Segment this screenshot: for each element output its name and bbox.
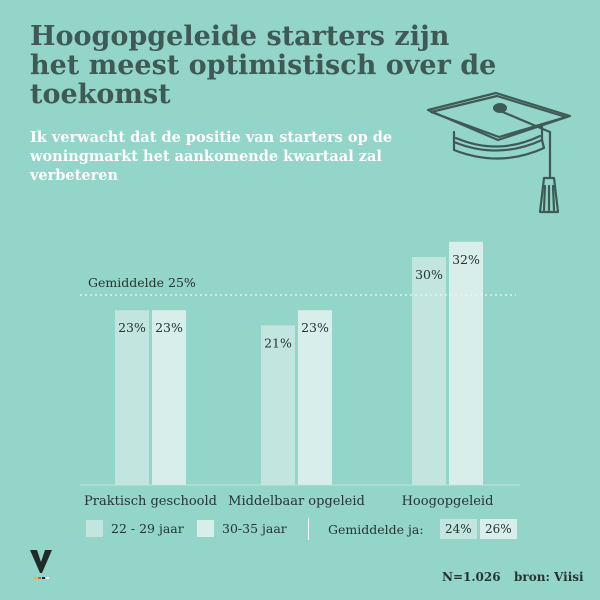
bar-3-series-1 <box>412 257 446 485</box>
category-label-2: Middelbaar opgeleid <box>228 494 365 509</box>
category-labels: Praktisch geschoold Middelbaar opgeleid Ho… <box>84 494 493 509</box>
value-label-2-series-2: 23% <box>301 320 329 335</box>
chart-subtitle: Ik verwacht dat de positie van starters … <box>30 129 393 184</box>
legend-label-22-29: 22 - 29 jaar <box>111 521 184 536</box>
bars <box>115 241 483 485</box>
legend-swatch-30-35 <box>197 520 214 537</box>
chart-title: Hoogopgeleide starters zijn het meest op… <box>30 21 497 110</box>
average-22-29: 24% <box>440 519 477 539</box>
legend-swatch-22-29 <box>86 520 103 537</box>
category-label-1: Praktisch geschoold <box>84 494 217 509</box>
average-30-35: 26% <box>480 519 517 539</box>
sample-size: N=1.026 <box>442 570 501 584</box>
value-labels: 23% 23% 21% 23% 30% 32% <box>118 252 480 351</box>
value-label-3-series-1: 30% <box>415 267 443 282</box>
bar-1-series-2 <box>152 310 186 485</box>
bar-2-series-1 <box>261 325 295 485</box>
legend-item-30-35: 30-35 jaar <box>197 520 287 537</box>
value-label-3-series-2: 32% <box>452 252 480 267</box>
category-label-3: Hoogopgeleid <box>402 494 494 509</box>
value-label-1-series-2: 23% <box>155 320 183 335</box>
average-reference-label: Gemiddelde 25% <box>88 275 196 290</box>
bar-1-series-1 <box>115 310 149 485</box>
legend-label-30-35: 30-35 jaar <box>222 521 287 536</box>
value-label-2-series-1: 21% <box>264 335 292 350</box>
source-label: bron: Viisi <box>514 570 584 584</box>
bar-2-series-2 <box>298 310 332 485</box>
bar-3-series-2 <box>449 241 483 485</box>
legend-item-22-29: 22 - 29 jaar <box>86 520 184 537</box>
legend-divider <box>308 518 309 540</box>
graduation-cap-icon <box>426 91 572 214</box>
average-label: Gemiddelde ja: <box>328 522 424 537</box>
value-label-1-series-1: 23% <box>118 320 146 335</box>
viisi-logo <box>30 550 52 579</box>
